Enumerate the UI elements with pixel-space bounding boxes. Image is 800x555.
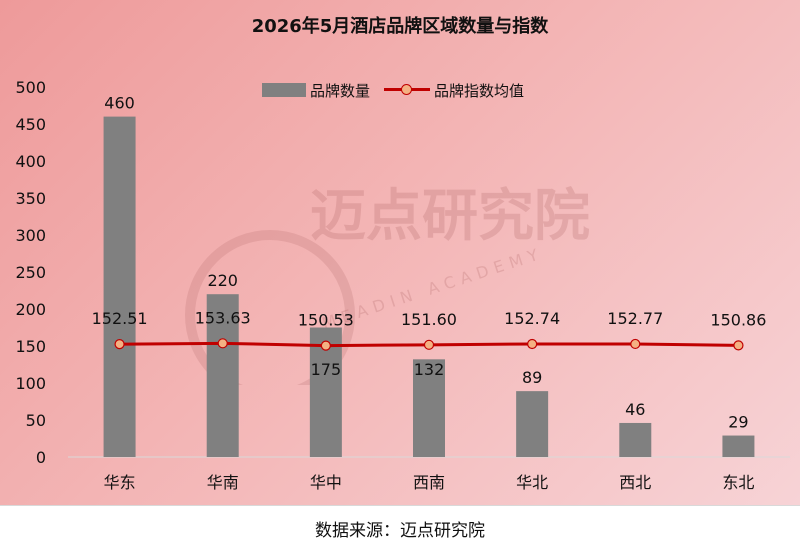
line-data-label: 152.74 [504,309,560,328]
line-data-label: 150.86 [710,310,766,329]
line-data-label: 151.60 [401,310,457,329]
x-tick-label: 华北 [516,473,548,492]
y-tick-label: 450 [15,115,46,134]
legend-label-brand-count: 品牌数量 [310,81,371,100]
index-point [320,340,331,351]
legend-line-swatch [384,83,431,97]
line-data-label: 152.77 [607,309,663,328]
index-point [423,339,435,350]
x-tick-label: 西北 [619,473,651,492]
bar-data-label: 460 [104,94,135,113]
bar [103,116,136,457]
bar [516,391,549,457]
line-data-label: 153.63 [195,308,251,327]
legend-item-brand-index: 品牌指数均值 [370,80,524,101]
line-data-label: 152.51 [92,309,148,328]
index-point [733,340,744,351]
line-data-label: 150.53 [298,311,354,330]
legend-item-brand-count: 品牌数量 [262,80,370,101]
bar-data-label: 46 [625,400,645,419]
y-tick-label: 50 [26,411,46,430]
index-point [527,338,538,350]
x-tick-label: 西南 [413,473,445,492]
y-tick-label: 150 [15,337,46,356]
bar-data-label: 89 [522,368,542,387]
bar [619,422,652,457]
chart-panel: 迈点研究院 MEADIN ACADEMY 0 50 100 150 200 250 300 3… [0,0,800,506]
x-tick-label: 华南 [207,473,239,492]
source-note: 数据来源：迈点研究院 [315,521,485,541]
chart-legend: 品牌数量 品牌指数均值 [262,80,524,100]
legend-label-brand-index: 品牌指数均值 [434,81,525,100]
chart-title: 2026年5月酒店品牌区域数量与指数 [251,16,549,37]
y-tick-label: 350 [15,189,46,208]
bar-data-label: 29 [728,413,748,432]
y-tick-label: 200 [15,300,46,319]
x-tick-label: 华东 [104,473,136,492]
index-point [114,339,125,350]
bar [722,435,755,457]
bar-data-label: 175 [311,360,342,379]
bar-data-label: 132 [414,360,445,379]
x-tick-label: 华中 [310,473,342,492]
bar [206,294,239,457]
y-tick-label: 500 [15,78,46,97]
index-point [630,338,641,350]
legend-bar-swatch [262,83,306,97]
bar-data-label: 220 [207,271,238,290]
y-tick-label: 100 [15,374,46,393]
y-tick-label: 250 [15,263,46,282]
x-tick-label: 东北 [722,473,754,492]
y-tick-label: 0 [36,448,46,467]
chart-plot: 0 50 100 150 200 250 300 350 400 450 500 华东 华南 华中 西南 华北… [15,78,790,492]
index-point [217,338,228,349]
bar [413,359,445,457]
y-tick-label: 400 [15,152,46,171]
y-tick-label: 300 [15,226,46,245]
